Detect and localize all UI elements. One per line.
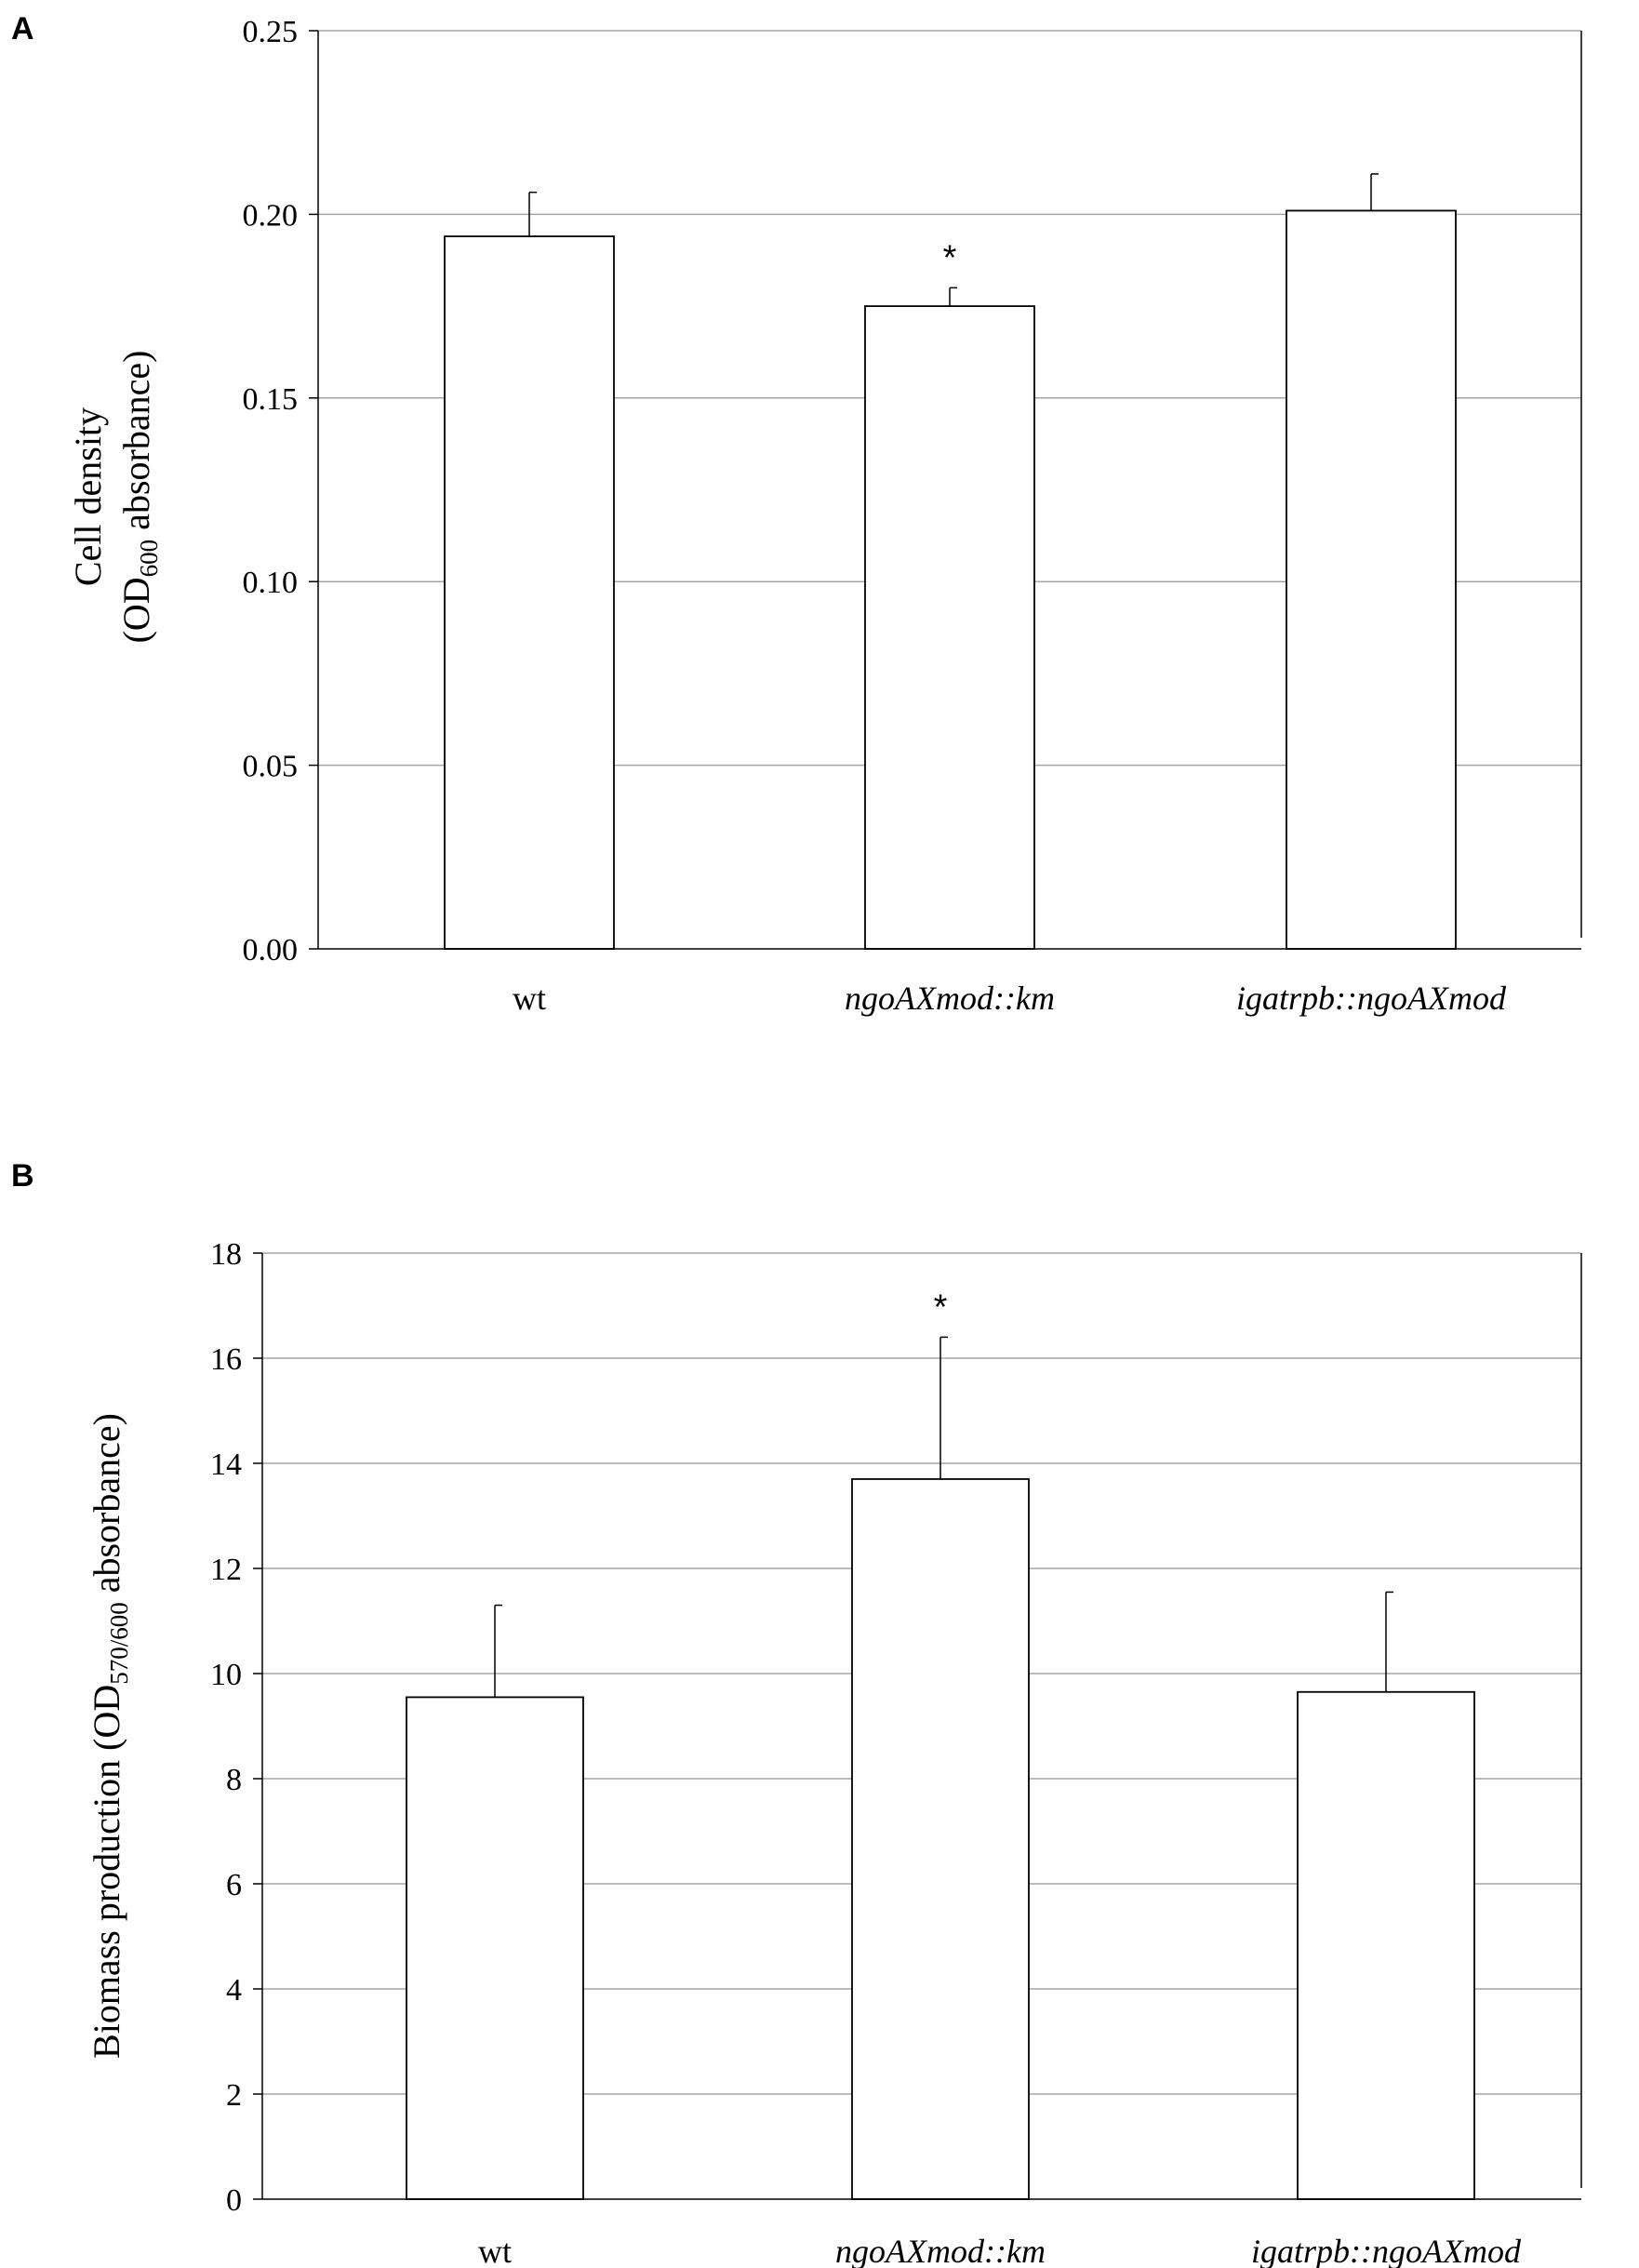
panel-a-ylabel-subscript: 600 [135,540,163,578]
panel-b-y-tick-label: 2 [226,2078,242,2113]
panel-a-ylabel-prefix: (OD [115,577,157,643]
panel-a-y-tick-label: 0.00 [243,933,299,967]
panel-a-y-tick-label: 0.20 [243,198,299,233]
panel-b-ylabel-prefix: Biomass production (OD [86,1685,127,2059]
panel-a-significance-mark: * [943,238,957,277]
panel-b-bar [1297,1690,1475,2200]
panel-b-y-tick-label: 4 [226,1973,242,2008]
panel-a-bar [444,235,615,950]
panel-b-category-label: wt [478,2233,512,2268]
panel-a-bars: * [444,173,1457,950]
panel-b-ylabel-suffix: absorbance) [86,1413,127,1602]
panel-b-significance-mark: * [934,1287,948,1327]
panel-b-y-tick-label: 0 [226,2183,242,2218]
panel-b-ylabel-subscript: 570/600 [105,1602,133,1685]
panel-b-chart: B * 0 2 4 6 8 10 12 14 16 18 wt ngoAXmod::km igatrp… [11,1158,1582,2268]
panel-a-y-axis-title-line1: Cell density [67,407,109,586]
panel-a-category-label: wt [513,980,546,1017]
panel-a-chart: A * 0.00 0.05 0.10 0.15 0.20 0.25 wt ngoAXmod:… [11,11,1582,1017]
panel-b-y-tick-label: 14 [210,1448,242,1482]
panel-b-category-label: ngoAXmod::km [835,2233,1046,2268]
panel-b-category-labels: wt ngoAXmod::km igatrpb::ngoAXmod [478,2233,1522,2268]
panel-a-y-tick-label: 0.25 [243,15,299,49]
panel-a-category-label: ngoAXmod::km [845,980,1055,1017]
panel-b-letter: B [11,1158,34,1194]
panel-a-y-tick-label: 0.15 [243,382,299,417]
panel-b-category-label: igatrpb::ngoAXmod [1251,2233,1522,2268]
panel-b-bars: * [406,1287,1475,2200]
panel-a-axes [309,30,1582,950]
panel-a-ylabel-suffix: absorbance) [115,351,157,540]
panel-b-tick-labels: 0 2 4 6 8 10 12 14 16 18 [210,1237,242,2218]
panel-a-letter: A [11,11,34,47]
panel-b-y-tick-label: 10 [210,1658,242,1692]
panel-a-y-tick-label: 0.10 [243,566,299,600]
panel-a-category-label: igatrpb::ngoAXmod [1236,980,1507,1017]
panel-a-y-tick-label: 0.05 [243,750,299,784]
panel-b-y-tick-label: 16 [210,1342,242,1377]
panel-b-y-axis-title: Biomass production (OD570/600 absorbance… [86,1413,133,2059]
panel-a-tick-labels: 0.00 0.05 0.10 0.15 0.20 0.25 [243,15,299,967]
panel-b-y-tick-label: 6 [226,1868,242,1902]
panel-b-bar [851,1478,1030,2200]
panel-a-bar [864,305,1035,950]
panel-b-bar [406,1696,584,2200]
panel-b-y-tick-label: 18 [210,1237,242,1272]
panel-b-y-tick-label: 8 [226,1763,242,1797]
panel-a-y-axis-title-line2: (OD600 absorbance) [115,351,163,644]
panel-b-axes [253,1252,1582,2200]
panel-a-bar [1286,209,1457,950]
panel-a-category-labels: wt ngoAXmod::km igatrpb::ngoAXmod [513,980,1507,1017]
panel-b-y-tick-label: 12 [210,1553,242,1587]
